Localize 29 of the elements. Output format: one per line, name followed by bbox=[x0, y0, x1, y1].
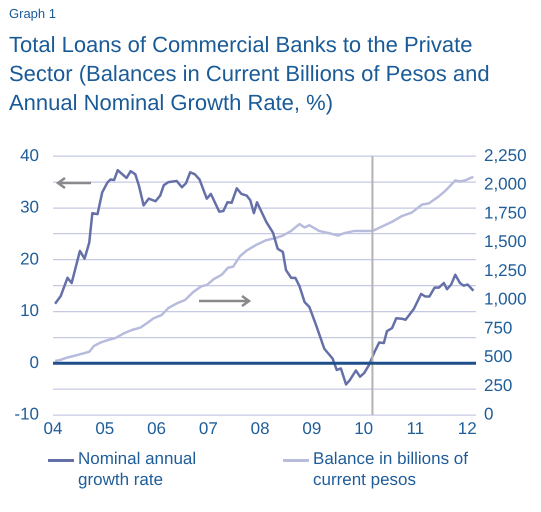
y-tick-label: 30 bbox=[20, 198, 39, 217]
y2-tick-label: 750 bbox=[484, 318, 512, 338]
legend-label: Balance in billions of current pesos bbox=[313, 448, 469, 490]
y2-tick-label: 250 bbox=[484, 376, 512, 395]
y-tick-label: 20 bbox=[20, 249, 39, 268]
y-tick-label: 0 bbox=[30, 352, 39, 372]
y2-tick-label: 1,000 bbox=[484, 290, 527, 309]
x-tick-label: 10 bbox=[354, 418, 374, 438]
x-tick-label: 08 bbox=[250, 418, 270, 438]
y2-tick-label: 1,750 bbox=[484, 203, 527, 222]
x-tick-label: 09 bbox=[302, 418, 322, 438]
y-tick-label: 10 bbox=[20, 301, 39, 320]
y2-tick-label: 2,250 bbox=[484, 146, 527, 165]
x-tick-label: 11 bbox=[406, 418, 424, 438]
y-tick-label: -10 bbox=[14, 404, 39, 424]
chart-title: Total Loans of Commercial Banks to the Private Sector (Balances in Current Billions of Pesos and Annual Nominal Growth Rate, %) bbox=[9, 31, 491, 117]
y-tick-label: 40 bbox=[20, 146, 39, 165]
caption: Graph 1 bbox=[9, 6, 56, 21]
y2-tick-label: 1,250 bbox=[484, 260, 527, 280]
y2-tick-label: 1,500 bbox=[484, 232, 527, 252]
x-tick-label: 05 bbox=[95, 418, 114, 438]
x-tick-label: 06 bbox=[147, 418, 166, 438]
legend-label: Nominal annual growth rate bbox=[78, 448, 198, 490]
x-tick-label: 04 bbox=[44, 418, 62, 438]
x-tick-label: 07 bbox=[198, 418, 218, 438]
x-tick-label: 12 bbox=[458, 418, 477, 438]
y2-tick-label: 2,000 bbox=[484, 174, 527, 194]
y2-tick-label: 500 bbox=[484, 347, 512, 366]
y2-tick-label: 0 bbox=[484, 404, 494, 424]
